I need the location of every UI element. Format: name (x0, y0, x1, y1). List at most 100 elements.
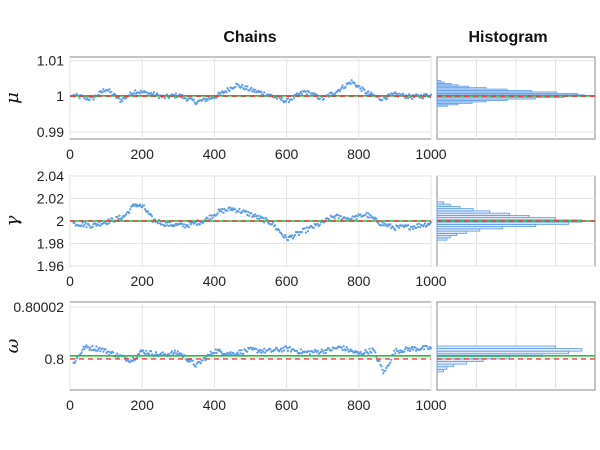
p1-sample-point (330, 91, 333, 94)
p3-sample-point (406, 347, 409, 350)
p2-sample-point (134, 203, 137, 206)
p1-sample-point (206, 99, 209, 102)
p3-sample-point (298, 351, 302, 354)
p2-sample-point (226, 209, 229, 212)
p3-sample-point (380, 365, 383, 368)
p2-sample-point (104, 221, 107, 224)
p1-sample-point (339, 88, 342, 91)
p1-sample-point (140, 89, 143, 92)
p3-sample-point (102, 350, 105, 353)
p3-sample-point (125, 359, 128, 362)
p2-sample-point (336, 213, 339, 216)
p3-xtick-label: 400 (203, 397, 227, 413)
p3-sample-point (138, 353, 141, 356)
p1-sample-point (249, 88, 252, 91)
p1-ytick-label: 1.01 (37, 53, 64, 69)
p2-sample-point (417, 225, 420, 228)
p3-sample-point (356, 350, 359, 353)
p3-sample-point (359, 350, 362, 353)
p3-sample-point (159, 352, 163, 355)
p2-sample-point (201, 222, 204, 225)
p2-sample-point (380, 224, 383, 227)
p2-sample-point (183, 226, 186, 229)
p3-sample-point (74, 360, 77, 363)
p3-parameter-label: ω (2, 338, 23, 353)
p2-sample-point (131, 204, 134, 208)
p1-xtick-label: 200 (131, 146, 155, 162)
p3-sample-point (181, 356, 184, 359)
p2-sample-point (180, 222, 183, 225)
p2-ytick-label: 2.02 (37, 191, 64, 207)
p2-sample-points (72, 203, 433, 242)
p1-sample-point (338, 90, 341, 93)
p2-sample-point (186, 224, 189, 227)
p3-sample-point (320, 348, 323, 351)
p3-sample-point (188, 360, 191, 363)
p3-sample-point (390, 358, 393, 361)
p2-sample-point (94, 222, 97, 225)
p3-sample-point (194, 365, 197, 368)
p2-sample-point (337, 217, 340, 220)
p2-sample-point (221, 207, 224, 211)
p2-sample-point (240, 211, 243, 215)
p3-sample-point (397, 350, 400, 353)
p2-sample-point (165, 224, 168, 227)
p2-sample-point (81, 221, 84, 224)
p3-sample-point (73, 361, 76, 365)
p3-sample-point (154, 351, 158, 354)
p2-sample-point (117, 218, 120, 221)
p1-sample-point (354, 84, 357, 87)
p2-sample-point (356, 215, 359, 218)
p2-sample-point (398, 226, 401, 229)
p1-sample-point (290, 98, 294, 101)
p2-sample-point (263, 221, 266, 224)
p3-sample-point (220, 351, 223, 354)
p1-sample-point (369, 93, 372, 96)
p2-sample-point (419, 226, 422, 229)
p3-sample-point (409, 349, 412, 353)
p2-sample-point (208, 214, 211, 217)
p1-sample-point (108, 88, 111, 91)
p3-sample-points (72, 344, 433, 375)
p3-sample-point (98, 346, 101, 349)
p3-sample-point (260, 351, 263, 354)
p1-sample-point (246, 85, 249, 88)
p2-sample-point (416, 223, 419, 226)
p1-sample-point (245, 87, 248, 91)
p2-sample-point (382, 224, 385, 227)
p3-sample-point (258, 350, 261, 353)
p1-sample-point (173, 96, 176, 99)
p2-sample-point (359, 213, 362, 216)
p3-sample-point (319, 350, 322, 354)
p2-sample-point (222, 211, 225, 214)
p2-sample-point (306, 230, 309, 233)
p1-sample-point (285, 100, 288, 103)
p1-sample-point (250, 86, 253, 89)
p3-sample-point (368, 347, 371, 350)
p1-sample-point (252, 88, 255, 91)
p3-sample-point (89, 346, 92, 349)
p1-sample-point (209, 97, 212, 100)
p2-sample-point (250, 212, 253, 215)
p1-sample-point (240, 85, 243, 88)
p1-xtick-label: 400 (203, 146, 227, 162)
p3-sample-point (324, 351, 327, 354)
p3-sample-point (263, 347, 266, 350)
p2-sample-point (121, 216, 124, 219)
p3-ytick-label: 0.8 (45, 351, 65, 367)
p3-xtick-label: 0 (66, 397, 74, 413)
p3-sample-point (79, 352, 82, 356)
p2-sample-point (189, 223, 192, 226)
p3-sample-point (381, 368, 384, 371)
p2-sample-point (256, 217, 259, 220)
p3-xtick-label: 800 (347, 397, 371, 413)
p2-sample-point (166, 221, 169, 224)
p2-sample-point (206, 217, 209, 220)
p3-sample-point (112, 351, 115, 354)
p1-sample-point (145, 91, 148, 94)
p2-sample-point (259, 215, 262, 218)
p2-sample-point (386, 225, 389, 228)
p1-sample-point (340, 86, 343, 89)
p1-sample-point (260, 90, 263, 93)
